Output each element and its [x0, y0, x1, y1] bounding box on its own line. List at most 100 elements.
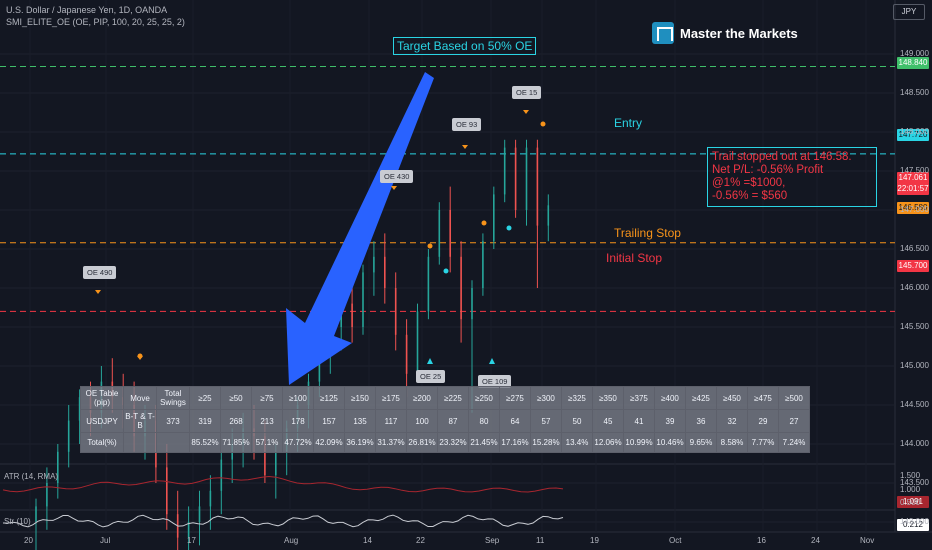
oe-table-cell: 7.77%: [747, 432, 779, 453]
trade-result-note: Trail stopped out at 146.58. Net P/L: -0…: [707, 147, 877, 207]
y-tick-label: 148.000: [900, 127, 929, 136]
y-tick-label: 145.500: [900, 322, 929, 331]
oe-table-cell: B-T & T-B: [123, 409, 157, 433]
oe-table-cell: ≥475: [747, 386, 779, 410]
oe-table-row: Total(%) 85.52% 71.85% 57.1% 47.72% 42.0…: [80, 432, 810, 453]
candle-body: [405, 334, 408, 374]
oe-table-cell: ≥75: [251, 386, 283, 410]
str-legend: Str (10): [4, 517, 31, 526]
x-tick-label: 20: [24, 536, 33, 545]
oe-table-cell: ≥225: [437, 386, 469, 410]
note-line: -0.56% = $560: [712, 190, 788, 202]
oe-label: OE 25: [416, 370, 446, 383]
oe-table-cell: 41: [623, 409, 655, 433]
oe-down-marker-icon: [462, 145, 468, 149]
candle-body: [78, 397, 81, 421]
oe-label: OE 109: [478, 375, 512, 388]
oe-down-marker-icon: [95, 290, 101, 294]
candle-body: [525, 147, 528, 210]
x-tick-label: Jul: [100, 536, 111, 545]
oe-table-cell: [123, 432, 157, 453]
oe-table-cell: 135: [344, 409, 376, 433]
oe-table-cell: ≥275: [499, 386, 531, 410]
x-tick-label: 17: [187, 536, 196, 545]
oe-table-cell: 17.16%: [499, 432, 531, 453]
y-tick-label: 143.000: [900, 517, 929, 526]
oe-table-cell: ≥325: [561, 386, 593, 410]
oe-table-cell: 213: [251, 409, 283, 433]
candle-body: [351, 303, 353, 327]
y-tick-label: 144.000: [900, 439, 929, 448]
x-tick-label: 14: [363, 536, 372, 545]
oe-table-cell: ≥200: [406, 386, 438, 410]
y-tick-label: 143.500: [900, 478, 929, 487]
atr-legend: ATR (14, RMA): [4, 472, 59, 481]
oe-table-cell: 157: [313, 409, 345, 433]
oe-table-cell: 15.28%: [530, 432, 562, 453]
oe-table-cell: 23.32%: [437, 432, 469, 453]
note-line: Trail stopped out at 146.58.: [712, 151, 852, 163]
candle-body: [493, 194, 495, 242]
oe-table-cell: ≥400: [654, 386, 686, 410]
oe-table-cell: 29: [747, 409, 779, 433]
candle-body: [384, 256, 386, 288]
oe-table-cell: 27: [778, 409, 810, 433]
y-tick-label: 145.000: [900, 361, 929, 370]
signal-dot-icon: [481, 220, 487, 226]
oe-table-cell: 64: [499, 409, 531, 433]
chart-title: U.S. Dollar / Japanese Yen, 1D, OANDA: [6, 5, 168, 15]
oe-table-cell: ≥125: [313, 386, 345, 410]
y-tick-label: 148.500: [900, 88, 929, 97]
y-tick-label: 147.000: [900, 205, 929, 214]
atr-tick-label: 1.500: [900, 471, 921, 480]
note-line: @1% =$1000,: [712, 177, 786, 189]
candle-body: [57, 451, 59, 483]
oe-table-cell: 80: [468, 409, 500, 433]
entry-price-tag: 147.720: [897, 129, 929, 141]
oe-table-cell: 57: [530, 409, 562, 433]
x-tick-label: 24: [811, 536, 820, 545]
oe-table-row: USDJPY B-T & T-B 373 319 268 213 178 157…: [80, 409, 810, 433]
oe-table-cell: ≥350: [592, 386, 624, 410]
initial-stop-annotation: Initial Stop: [606, 251, 663, 265]
oe-table-cell: ≥50: [220, 386, 252, 410]
x-tick-label: Sep: [485, 536, 500, 545]
candle-body: [35, 506, 37, 522]
oe-table-cell: ≥450: [716, 386, 748, 410]
oe-table-cell: 45: [592, 409, 624, 433]
oe-table-cell: 21.45%: [468, 432, 500, 453]
candle-body: [460, 256, 462, 320]
oe-table-cell: 178: [282, 409, 314, 433]
candle-body: [46, 483, 48, 507]
oe-table-cell: 85.52%: [189, 432, 221, 453]
x-tick-label: Nov: [860, 536, 875, 545]
signal-dot-icon: [427, 243, 433, 249]
signal-dot-icon: [443, 268, 449, 274]
oe-up-marker-icon: [489, 358, 495, 364]
oe-table-cell: 71.85%: [220, 432, 252, 453]
oe-table-cell: 47.72%: [282, 432, 314, 453]
oe-table-cell: 36: [685, 409, 717, 433]
candle-body: [209, 490, 212, 507]
candle-body: [187, 522, 190, 538]
oe-table-cell: OE Table (pip): [80, 386, 124, 410]
currency-badge[interactable]: JPY: [893, 4, 925, 20]
oe-table-cell: 7.24%: [778, 432, 810, 453]
oe-table-cell: Total Swings: [156, 386, 190, 410]
target-annotation: Target Based on 50% OE: [393, 37, 537, 55]
initial-stop-price-tag: 145.700: [897, 260, 929, 272]
candle-body: [536, 147, 539, 226]
x-tick-label: 16: [757, 536, 766, 545]
candle-body: [275, 451, 277, 476]
signal-dot-icon: [137, 353, 143, 359]
candle-body: [394, 288, 397, 335]
oe-table-cell: ≥250: [468, 386, 500, 410]
oe-table-cell: 31.37%: [375, 432, 407, 453]
oe-label: OE 430: [380, 170, 414, 183]
brand-name: Master the Markets: [680, 25, 798, 41]
oe-label: OE 15: [512, 86, 542, 99]
brand-mark-icon: [652, 22, 674, 44]
oe-label: OE 490: [83, 266, 117, 279]
